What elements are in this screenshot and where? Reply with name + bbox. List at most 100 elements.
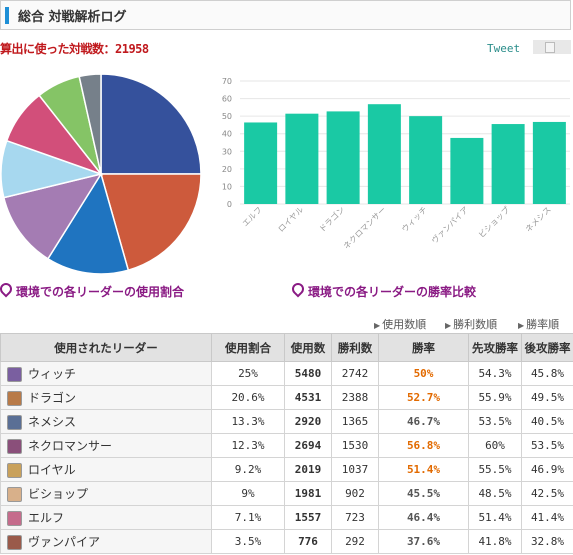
leader-name-cell: ネクロマンサー [0,433,212,458]
bar-5 [450,137,484,204]
leader-avatar [7,391,22,406]
x-tick-label: ネメシス [524,205,553,234]
leader-avatar [7,415,22,430]
wins-cell: 1037 [331,457,379,482]
table-row[interactable]: ロイヤル 9.2% 2019 1037 51.4% 55.5% 46.9% [0,457,573,482]
sort-by-uses-link[interactable]: ▶ 使用数順 [374,318,427,331]
x-tick-label: ロイヤル [276,205,305,234]
share-cell: 9% [211,481,285,506]
share-cell: 12.3% [211,433,285,458]
second-turn-rate-cell: 46.9% [521,457,573,482]
first-turn-rate-cell: 53.5% [468,409,522,434]
win-rate-cell: 50% [378,361,469,386]
leader-avatar [7,463,22,478]
leader-name: ネクロマンサー [28,439,113,453]
uses-cell: 1981 [284,481,332,506]
uses-cell: 776 [284,529,332,554]
leader-avatar [7,535,22,550]
table-row[interactable]: ヴァンパイア 3.5% 776 292 37.6% 41.8% 32.8% [0,529,573,554]
first-turn-rate-cell: 60% [468,433,522,458]
col-header-rate[interactable]: 勝率 [378,333,469,362]
share-cell: 20.6% [211,385,285,410]
bar-0 [244,122,278,204]
share-cell: 9.2% [211,457,285,482]
leader-avatar [7,439,22,454]
win-rate-cell: 46.4% [378,505,469,530]
uses-cell: 4531 [284,385,332,410]
share-icon [545,42,555,53]
win-rate-cell: 37.6% [378,529,469,554]
col-header-first-rate[interactable]: 先攻勝率 [468,333,522,362]
table-row[interactable]: ウィッチ 25% 5480 2742 50% 54.3% 45.8% [0,361,573,386]
second-turn-rate-cell: 41.4% [521,505,573,530]
leader-name: ヴァンパイア [28,535,101,549]
pie-slice-7 [78,73,102,175]
wins-cell: 2742 [331,361,379,386]
leader-name: ネメシス [28,415,77,429]
total-battles-label: 算出に使った対戦数：21958 [0,42,149,56]
tweet-link[interactable]: Tweet [487,42,521,55]
leader-name-cell: ドラゴン [0,385,212,410]
section-title: 総合 対戦解析ログ [18,10,127,25]
share-button[interactable] [533,40,571,54]
y-tick-label: 10 [222,182,232,191]
map-pin-icon [289,280,307,298]
bar-6 [491,124,525,204]
col-header-wins[interactable]: 勝利数 [331,333,379,362]
sort-by-wins-link[interactable]: ▶ 勝利数順 [445,318,498,331]
uses-cell: 2920 [284,409,332,434]
y-tick-label: 40 [222,130,232,139]
wins-cell: 1530 [331,433,379,458]
leader-name-cell: ビショップ [0,481,212,506]
uses-cell: 5480 [284,361,332,386]
wins-cell: 902 [331,481,379,506]
table-row[interactable]: エルフ 7.1% 1557 723 46.4% 51.4% 41.4% [0,505,573,530]
pie-slice-3 [2,172,103,260]
leader-name-cell: ヴァンパイア [0,529,212,554]
leader-avatar [7,511,22,526]
table-row[interactable]: ネメシス 13.3% 2920 1365 46.7% 53.5% 40.5% [0,409,573,434]
uses-cell: 1557 [284,505,332,530]
leader-name-cell: ウィッチ [0,361,212,386]
x-tick-label: エルフ [241,205,264,228]
y-tick-label: 20 [222,165,232,174]
bar-caption: 環境での各リーダーの勝率比較 [289,280,476,300]
col-header-leader[interactable]: 使用されたリーダー [0,333,212,362]
map-pin-icon [0,280,15,298]
sort-by-rate-link[interactable]: ▶ 勝率順 [518,318,560,331]
y-tick-label: 50 [222,112,232,121]
y-tick-label: 70 [222,77,232,86]
first-turn-rate-cell: 55.5% [468,457,522,482]
table-header-row: 使用されたリーダー 使用割合 使用数 勝利数 勝率 先攻勝率 後攻勝率 [0,333,573,362]
header-accent-bar [5,7,9,24]
x-tick-label: ウィッチ [400,205,429,234]
win-rate-cell: 46.7% [378,409,469,434]
section-header: 総合 対戦解析ログ [0,0,571,30]
x-tick-label: ビショップ [477,205,512,240]
table-row[interactable]: ドラゴン 20.6% 4531 2388 52.7% 55.9% 49.5% [0,385,573,410]
second-turn-rate-cell: 45.8% [521,361,573,386]
col-header-uses[interactable]: 使用数 [284,333,332,362]
leader-name: ウィッチ [28,367,77,381]
triangle-right-icon: ▶ [518,321,525,330]
leader-name-cell: エルフ [0,505,212,530]
col-header-second-rate[interactable]: 後攻勝率 [521,333,573,362]
table-row[interactable]: ネクロマンサー 12.3% 2694 1530 56.8% 60% 53.5% [0,433,573,458]
win-rate-cell: 45.5% [378,481,469,506]
bar-2 [326,111,360,204]
bar-3 [367,104,401,204]
y-tick-label: 60 [222,95,232,104]
second-turn-rate-cell: 53.5% [521,433,573,458]
share-cell: 25% [211,361,285,386]
wins-cell: 2388 [331,385,379,410]
pie-slice-1 [100,173,202,272]
wins-cell: 723 [331,505,379,530]
second-turn-rate-cell: 49.5% [521,385,573,410]
pie-slice-0 [100,73,202,175]
bar-7 [532,121,566,204]
win-rate-cell: 56.8% [378,433,469,458]
table-row[interactable]: ビショップ 9% 1981 902 45.5% 48.5% 42.5% [0,481,573,506]
y-tick-label: 30 [222,147,232,156]
first-turn-rate-cell: 51.4% [468,505,522,530]
col-header-share[interactable]: 使用割合 [211,333,285,362]
